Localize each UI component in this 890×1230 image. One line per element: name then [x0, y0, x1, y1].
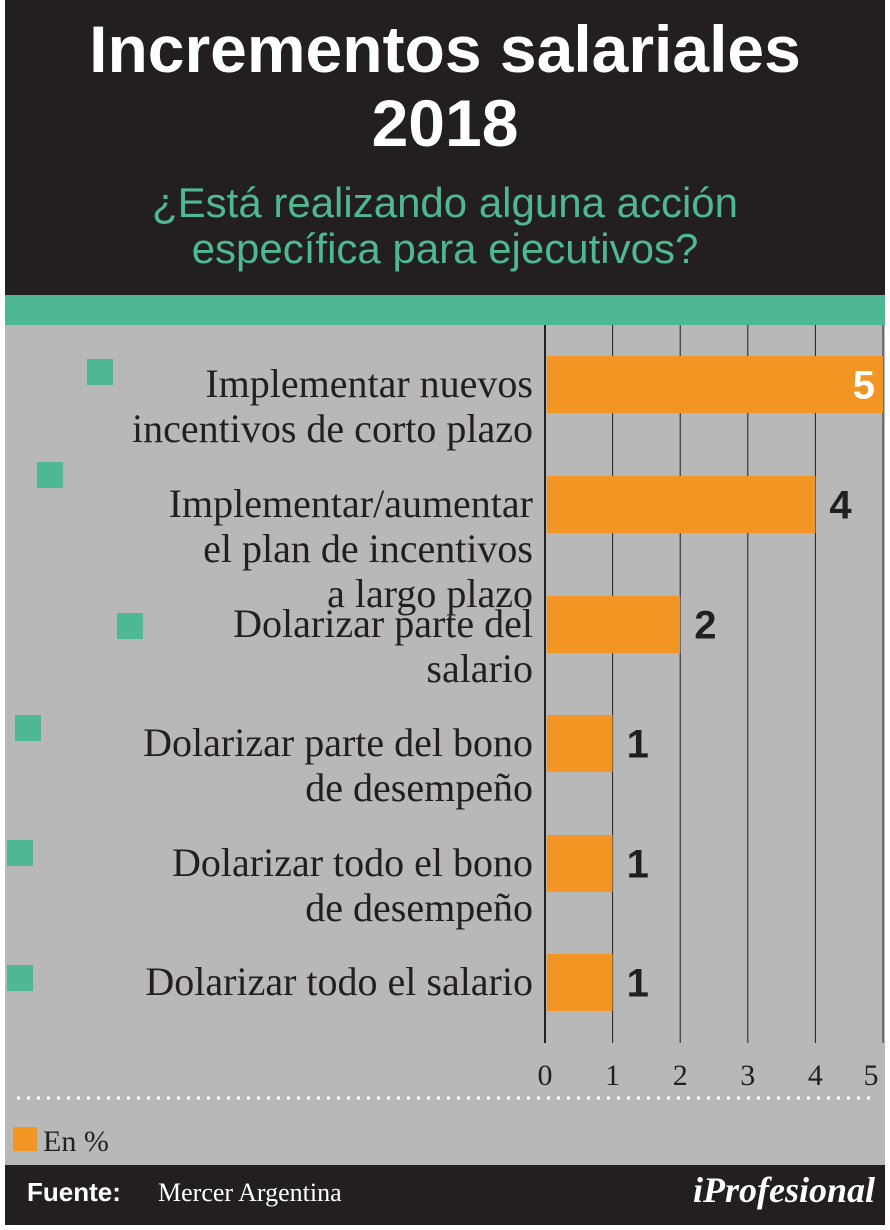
title-line-1: Incrementos salariales: [89, 12, 801, 86]
category-label-2-1: salario: [426, 646, 533, 691]
source-value: Mercer Argentina: [158, 1178, 342, 1207]
data-label-4: 1: [627, 843, 649, 887]
accent-band: [5, 295, 885, 325]
category-label-3-1: de desempeño: [305, 765, 533, 810]
footer: Fuente: Mercer Argentina iProfesional: [5, 1165, 885, 1225]
category-label-2-0: Dolarizar parte del: [233, 601, 533, 646]
bar-3: [547, 715, 613, 772]
legend-swatch: [13, 1127, 37, 1151]
chart-subtitle: ¿Está realizando alguna acción específic…: [5, 180, 885, 272]
chart-area: 0 1 2 3 4 5 5 Implementar nuevos incentivos de c…: [5, 325, 885, 1165]
bar-5: [547, 954, 613, 1011]
category-label-4-1: de desempeño: [305, 885, 533, 930]
category-label-1-1: el plan de incentivos: [203, 526, 533, 571]
data-label-0: 5: [853, 364, 875, 408]
title-line-2: 2018: [371, 86, 519, 160]
brand-logo: iProfesional: [692, 1170, 875, 1210]
x-tick-label-0: 0: [538, 1059, 553, 1092]
category-label-1-0: Implementar/aumentar: [169, 481, 533, 526]
x-tick-label-5: 5: [864, 1059, 879, 1092]
category-marker-3: [15, 715, 41, 741]
bar-0: [547, 356, 883, 413]
category-marker-2: [117, 613, 143, 639]
category-marker-0: [87, 359, 113, 385]
bar-1: [547, 476, 816, 533]
x-tick-label-1: 1: [605, 1059, 620, 1092]
subtitle-line-1: ¿Está realizando alguna acción: [151, 179, 739, 226]
x-tick-label-3: 3: [740, 1059, 755, 1092]
subtitle-line-2: específica para ejecutivos?: [191, 225, 699, 272]
category-label-0-0: Implementar nuevos: [205, 361, 533, 406]
data-label-3: 1: [627, 723, 649, 767]
x-tick-label-2: 2: [673, 1059, 688, 1092]
category-marker-5: [7, 965, 33, 991]
category-label-0-1: incentivos de corto plazo: [132, 406, 533, 451]
category-label-5-0: Dolarizar todo el salario: [145, 959, 533, 1004]
legend-label: En %: [43, 1125, 109, 1158]
bar-2: [547, 596, 681, 653]
x-tick-label-4: 4: [808, 1059, 823, 1092]
data-label-2: 2: [694, 604, 716, 648]
bar-4: [547, 835, 613, 892]
data-label-5: 1: [627, 962, 649, 1006]
category-label-1-2: a largo plazo: [327, 571, 533, 616]
source-label: Fuente:: [27, 1177, 121, 1207]
category-label-4-0: Dolarizar todo el bono: [172, 840, 533, 885]
category-marker-4: [7, 840, 33, 866]
category-label-3-0: Dolarizar parte del bono: [143, 720, 533, 765]
header: Incrementos salariales 2018 ¿Está realiz…: [5, 0, 885, 295]
data-label-1: 4: [829, 484, 852, 528]
category-marker-1: [37, 462, 63, 488]
chart-title: Incrementos salariales 2018: [5, 12, 885, 160]
